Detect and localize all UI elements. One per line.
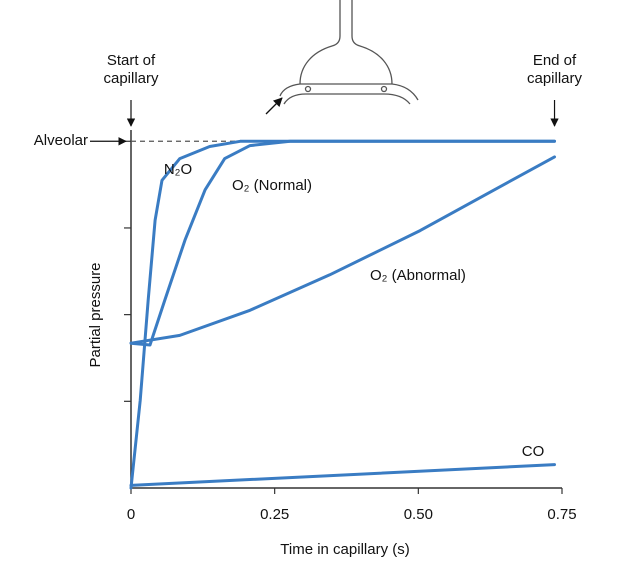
line-series — [129, 139, 556, 490]
x-axis-label: Time in capillary (s) — [280, 541, 409, 558]
x-tick-label: 0.75 — [547, 506, 576, 523]
y-axis-label: Partial pressure — [87, 262, 104, 367]
x-tick-label: 0.25 — [260, 506, 289, 523]
series-label: O₂ (Abnormal) — [370, 267, 466, 284]
x-tick-label: 0.50 — [404, 506, 433, 523]
line-series — [129, 155, 556, 345]
annotation: Start of — [107, 52, 156, 69]
apparatus-illustration — [265, 0, 419, 115]
annotation: capillary — [103, 70, 159, 87]
annotation: Alveolar — [34, 132, 88, 149]
series-label: CO — [522, 443, 545, 460]
x-tick-label: 0 — [127, 506, 135, 523]
series-label: O₂ (Normal) — [232, 177, 312, 194]
line-series — [129, 463, 556, 487]
line-series — [129, 139, 556, 347]
annotation: End of — [533, 52, 577, 69]
annotation: capillary — [527, 70, 583, 87]
series-label: N₂O — [164, 161, 192, 178]
